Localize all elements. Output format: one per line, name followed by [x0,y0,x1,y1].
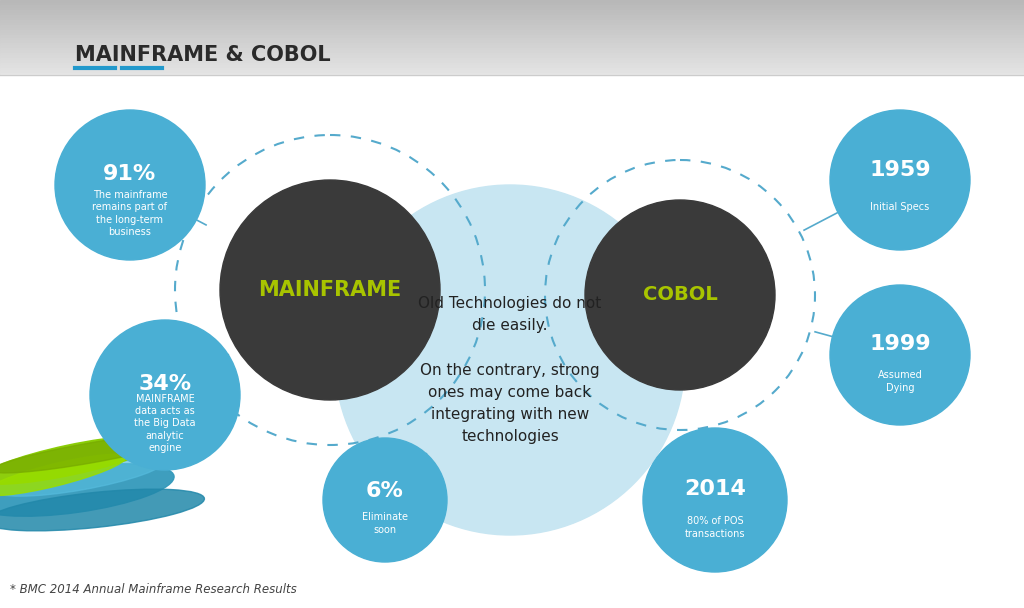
Bar [0,63,1024,66]
Text: Eliminate
soon: Eliminate soon [362,513,408,535]
Circle shape [830,110,970,250]
Bar [0,27,1024,30]
Text: 2014: 2014 [684,479,745,499]
Bar [0,45,1024,48]
Ellipse shape [0,433,188,473]
Ellipse shape [0,454,125,496]
Bar [0,60,1024,63]
Bar [0,15,1024,18]
Bar [0,52,1024,55]
Text: MAINFRAME
data acts as
the Big Data
analytic
engine: MAINFRAME data acts as the Big Data anal… [134,394,196,454]
Bar [0,75,1024,608]
Bar [0,40,1024,43]
Ellipse shape [0,436,161,484]
Ellipse shape [0,454,166,496]
Text: 1999: 1999 [869,334,931,354]
Text: 34%: 34% [138,374,191,394]
Text: Initial Specs: Initial Specs [870,202,930,212]
Bar [0,5,1024,8]
Text: 91%: 91% [103,164,157,184]
Circle shape [90,320,240,470]
Text: Old Technologies do not
die easily.

On the contrary, strong
ones may come back
: Old Technologies do not die easily. On t… [419,296,602,444]
Bar [0,20,1024,23]
Ellipse shape [0,464,174,516]
Bar [0,13,1024,15]
Bar [0,72,1024,75]
Bar [0,30,1024,33]
Bar [0,55,1024,58]
Text: 80% of POS
transactions: 80% of POS transactions [685,516,745,539]
Bar [0,10,1024,13]
Bar [0,0,1024,3]
Bar [0,65,1024,68]
Bar [0,18,1024,21]
Bar [0,47,1024,50]
Circle shape [55,110,205,260]
Bar [0,22,1024,26]
Circle shape [830,285,970,425]
Bar [0,43,1024,46]
Text: MAINFRAME: MAINFRAME [258,280,401,300]
Bar [0,38,1024,41]
Bar [0,2,1024,5]
Circle shape [643,428,787,572]
Bar [0,67,1024,71]
Text: 1959: 1959 [869,159,931,179]
Bar [0,35,1024,38]
Text: * BMC 2014 Annual Mainframe Research Results: * BMC 2014 Annual Mainframe Research Res… [10,583,297,596]
Bar [0,32,1024,35]
Text: MAINFRAME & COBOL: MAINFRAME & COBOL [75,45,331,65]
Text: 6%: 6% [366,481,403,501]
Ellipse shape [0,489,205,531]
Bar [0,25,1024,28]
Circle shape [585,200,775,390]
Circle shape [220,180,440,400]
Bar [0,7,1024,10]
Circle shape [335,185,685,535]
Bar [0,58,1024,61]
Circle shape [323,438,447,562]
Bar [0,50,1024,53]
Bar [0,70,1024,73]
Text: Assumed
Dying: Assumed Dying [878,370,923,393]
Text: COBOL: COBOL [643,286,718,305]
Text: The mainframe
remains part of
the long-term
business: The mainframe remains part of the long-t… [92,190,168,237]
